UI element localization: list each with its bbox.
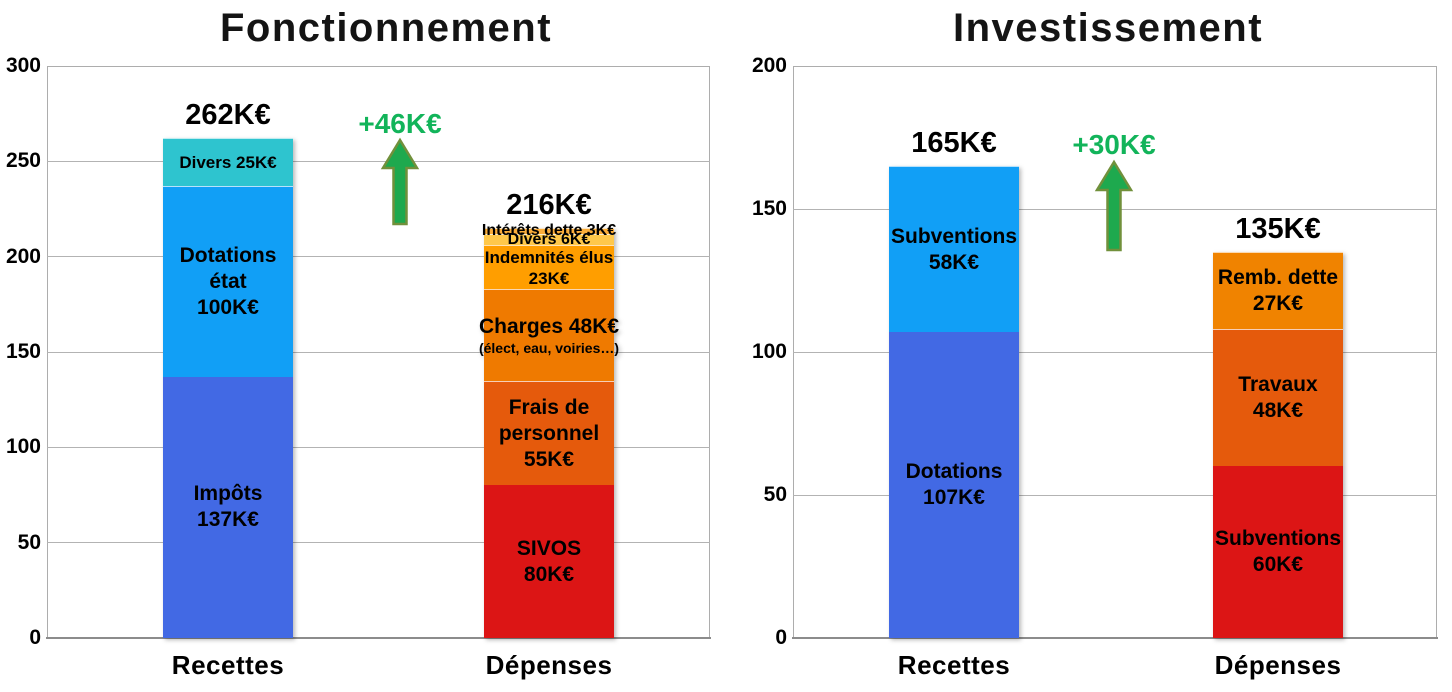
bar-segment-divers: [484, 233, 614, 246]
bar-segment-interets-dette: [484, 228, 614, 234]
bar-segment-impots: Impôts 137K€: [163, 376, 293, 638]
segment-label-line: personnel: [498, 421, 600, 445]
gridline: [47, 160, 710, 162]
segment-label-line: 48K€: [1252, 399, 1304, 423]
segment-label-line: Subventions: [890, 224, 1017, 248]
bar-segment-frais-de-personnel: Frais de personnel 55K€: [484, 380, 614, 486]
segment-label-line: 80K€: [523, 562, 575, 586]
bar-segment-charges: Charges 48K€ (élect, eau, voiries…): [479, 289, 619, 381]
gridline: [47, 256, 710, 258]
up-arrow-icon: [380, 137, 420, 226]
bar-segment-dotations-etat: Dotations état 100K€: [163, 186, 293, 377]
segment-label-line: 23K€: [528, 268, 570, 288]
bar-segment-subventions: Subventions 60K€: [1213, 466, 1343, 638]
chart-title: Fonctionnement: [219, 6, 553, 50]
y-tick-label: 300: [5, 54, 41, 77]
y-tick-label: 50: [17, 530, 41, 554]
segment-label-line: Indemnités élus: [484, 247, 614, 267]
segment-label-line: Dotations: [179, 243, 277, 267]
bar-depenses: Subventions 60K€ Travaux 48K€ Remb. dette 27K…: [1213, 251, 1343, 638]
gain-annotation-label: +46K€: [358, 108, 442, 139]
bar-segment-subventions: Subventions 58K€: [889, 166, 1019, 332]
category-label-depenses: Dépenses: [485, 650, 613, 680]
segment-label-interets-dette: Intérêts dette 3K€: [481, 221, 617, 239]
segment-label-divers: Divers 6K€: [507, 230, 591, 248]
y-tick-label: 0: [775, 626, 787, 649]
y-tick-label: 200: [751, 54, 787, 77]
segment-label-line: Subventions: [1214, 527, 1341, 551]
category-label-recettes: Recettes: [897, 650, 1011, 680]
segment-label-line: 100K€: [197, 295, 259, 319]
gridline: [47, 351, 710, 353]
total-label-depenses: 216K€: [506, 189, 592, 222]
bar-recettes: Dotations 107K€ Subventions 58K€: [889, 166, 1019, 638]
segment-label-line: Divers 25K€: [179, 153, 277, 173]
total-label-recettes: 165K€: [911, 127, 997, 160]
x-axis-line: [792, 637, 1438, 639]
segment-label-line: 27K€: [1252, 292, 1304, 315]
gridline: [47, 446, 710, 448]
y-tick-label: 0: [29, 626, 41, 649]
gridline: [793, 494, 1437, 496]
segment-label-line: SIVOS: [516, 536, 582, 560]
bar-segment-dotations: Dotations 107K€: [889, 331, 1019, 638]
segment-label-line: Frais de: [508, 395, 590, 419]
y-tick-label: 200: [5, 244, 41, 268]
segment-label-line: Dotations: [905, 459, 1003, 483]
category-label-recettes: Recettes: [171, 650, 285, 680]
x-axis-line: [46, 637, 711, 639]
bar-segment-divers: Divers 25K€: [163, 138, 293, 187]
gridline: [793, 351, 1437, 353]
total-label-depenses: 135K€: [1235, 212, 1321, 245]
segment-label-line: (élect, eau, voiries…): [478, 339, 620, 356]
y-tick-label: 150: [5, 340, 41, 363]
bar-segment-indemnites-elus: Indemnités élus 23K€: [484, 245, 614, 290]
bar-recettes: Impôts 137K€ Dotations état 100K€ Divers 25K€: [163, 138, 293, 638]
y-tick-label: 150: [751, 197, 787, 220]
segment-label-line: 137K€: [197, 508, 259, 532]
segment-label-line: Remb. dette: [1217, 266, 1339, 289]
bar-segment-travaux: Travaux 48K€: [1213, 329, 1343, 467]
bar-segment-sivos: SIVOS 80K€: [484, 485, 614, 638]
y-tick-label: 100: [751, 340, 787, 363]
segment-label-line: état: [209, 269, 247, 293]
bar-segment-remb-dette: Remb. dette 27K€: [1213, 251, 1343, 330]
gain-annotation-label: +30K€: [1072, 129, 1156, 160]
up-arrow-icon: [1094, 159, 1134, 252]
total-label-recettes: 262K€: [185, 99, 271, 132]
chart-title: Investissement: [952, 6, 1264, 50]
y-tick-label: 50: [763, 483, 787, 506]
segment-label-line: Impôts: [193, 482, 263, 506]
segment-label-line: 58K€: [928, 250, 980, 274]
y-tick-label: 250: [5, 149, 41, 173]
gridline: [47, 542, 710, 544]
bar-depenses: SIVOS 80K€ Frais de personnel 55K€ Charges 48…: [479, 228, 619, 638]
segment-label-line: Travaux: [1238, 373, 1318, 397]
y-tick-label: 100: [5, 435, 41, 459]
category-label-depenses: Dépenses: [1214, 650, 1342, 680]
segment-label-line: Charges 48K€: [478, 314, 620, 338]
segment-label-line: 60K€: [1252, 553, 1304, 577]
segment-label-line: 55K€: [523, 447, 575, 471]
segment-label-line: 107K€: [923, 485, 985, 509]
